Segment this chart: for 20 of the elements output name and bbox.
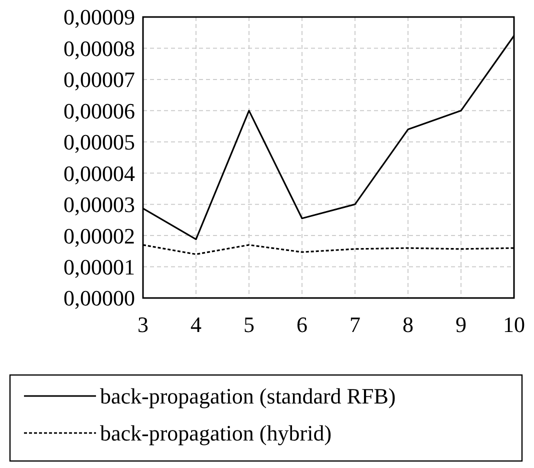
y-tick-label: 0,00006 bbox=[64, 98, 135, 124]
legend-label: back-propagation (hybrid) bbox=[100, 420, 332, 446]
y-tick-label: 0,00000 bbox=[64, 286, 135, 311]
y-tick-label: 0,00004 bbox=[64, 160, 135, 186]
legend-label: back-propagation (standard RFB) bbox=[100, 384, 396, 409]
x-tick-label: 6 bbox=[296, 312, 308, 337]
y-tick-label: 0,00008 bbox=[64, 36, 135, 61]
x-tick-label: 10 bbox=[503, 312, 525, 337]
x-tick-label: 7 bbox=[350, 312, 360, 337]
y-tick-label: 0,00001 bbox=[64, 254, 135, 280]
y-tick-label: 0,00007 bbox=[64, 67, 135, 92]
y-tick-label: 0,00009 bbox=[64, 4, 135, 30]
y-tick-label: 0,00002 bbox=[64, 223, 135, 248]
x-tick-label: 3 bbox=[138, 312, 148, 337]
y-tick-label: 0,00005 bbox=[64, 130, 135, 155]
y-tick-label: 0,00003 bbox=[64, 192, 135, 218]
x-tick-label: 5 bbox=[244, 312, 254, 337]
x-tick-label: 8 bbox=[402, 312, 414, 337]
x-tick-label: 9 bbox=[456, 312, 466, 337]
x-tick-label: 4 bbox=[190, 312, 202, 337]
